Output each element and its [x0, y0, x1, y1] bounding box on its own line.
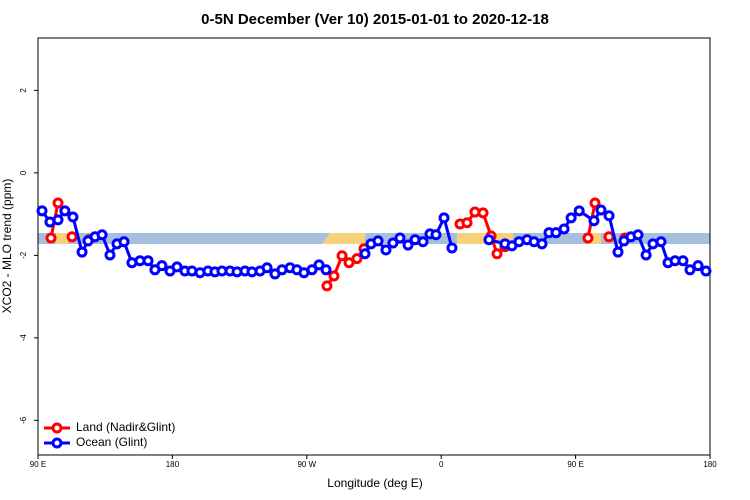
- point: [582, 232, 594, 244]
- point: [655, 236, 667, 248]
- point: [321, 280, 333, 292]
- point: [104, 249, 116, 261]
- y-tick-label: -4: [19, 334, 28, 342]
- point: [96, 229, 108, 241]
- x-tick-label: 180: [703, 460, 717, 469]
- point: [491, 248, 503, 260]
- point: [261, 262, 273, 274]
- point: [438, 212, 450, 224]
- point: [372, 235, 384, 247]
- point: [36, 205, 48, 217]
- band-land: [56, 233, 68, 244]
- point: [67, 211, 79, 223]
- point: [417, 236, 429, 248]
- point: [387, 237, 399, 249]
- point: [66, 231, 78, 243]
- point: [142, 255, 154, 267]
- point: [632, 229, 644, 241]
- point: [603, 210, 615, 222]
- point: [380, 244, 392, 256]
- point: [156, 260, 168, 272]
- legend-label: Ocean (Glint): [76, 435, 147, 449]
- chart-title: 0-5N December (Ver 10) 2015-01-01 to 202…: [201, 11, 549, 28]
- point: [565, 212, 577, 224]
- point: [343, 257, 355, 269]
- point: [171, 261, 183, 273]
- point: [692, 260, 704, 272]
- point: [461, 217, 473, 229]
- point: [52, 214, 64, 226]
- point: [536, 238, 548, 250]
- point: [52, 197, 64, 209]
- point: [588, 215, 600, 227]
- point: [328, 270, 340, 282]
- point: [76, 246, 88, 258]
- x-tick-label: 0: [439, 460, 444, 469]
- x-tick-label: 180: [166, 460, 180, 469]
- point: [306, 264, 318, 276]
- x-axis-label: Longitude (deg E): [327, 476, 422, 490]
- point: [402, 239, 414, 251]
- legend-marker: [51, 422, 63, 434]
- point: [313, 259, 325, 271]
- legend: Land (Nadir&Glint)Ocean (Glint): [44, 420, 175, 449]
- point: [359, 248, 371, 260]
- y-tick-label: -6: [19, 416, 28, 424]
- point: [558, 223, 570, 235]
- point: [640, 249, 652, 261]
- point: [677, 255, 689, 267]
- y-axis-label: XCO2 - MLO trend (ppm): [0, 179, 14, 314]
- y-tick-label: 2: [19, 88, 28, 93]
- point: [483, 234, 495, 246]
- band-land: [322, 233, 365, 244]
- point: [59, 205, 71, 217]
- x-tick-label: 90 E: [567, 460, 583, 469]
- point: [430, 229, 442, 241]
- point: [118, 236, 130, 248]
- point: [684, 264, 696, 276]
- point: [595, 204, 607, 216]
- legend-label: Land (Nadir&Glint): [76, 420, 175, 434]
- point: [351, 253, 363, 265]
- point: [573, 205, 585, 217]
- point: [700, 265, 712, 277]
- point: [603, 231, 615, 243]
- plot-frame: [37, 37, 711, 456]
- band-land: [589, 233, 601, 244]
- point: [336, 250, 348, 262]
- legend-marker: [51, 437, 63, 449]
- point: [589, 197, 601, 209]
- point: [394, 232, 406, 244]
- point: [550, 227, 562, 239]
- point: [320, 264, 332, 276]
- x-tick-label: 90 W: [297, 460, 316, 469]
- y-tick-label: -2: [19, 251, 28, 259]
- point: [446, 242, 458, 254]
- point: [477, 207, 489, 219]
- point: [612, 246, 624, 258]
- point: [45, 232, 57, 244]
- x-tick-label: 90 E: [30, 460, 46, 469]
- y-tick-label: 0: [19, 170, 28, 175]
